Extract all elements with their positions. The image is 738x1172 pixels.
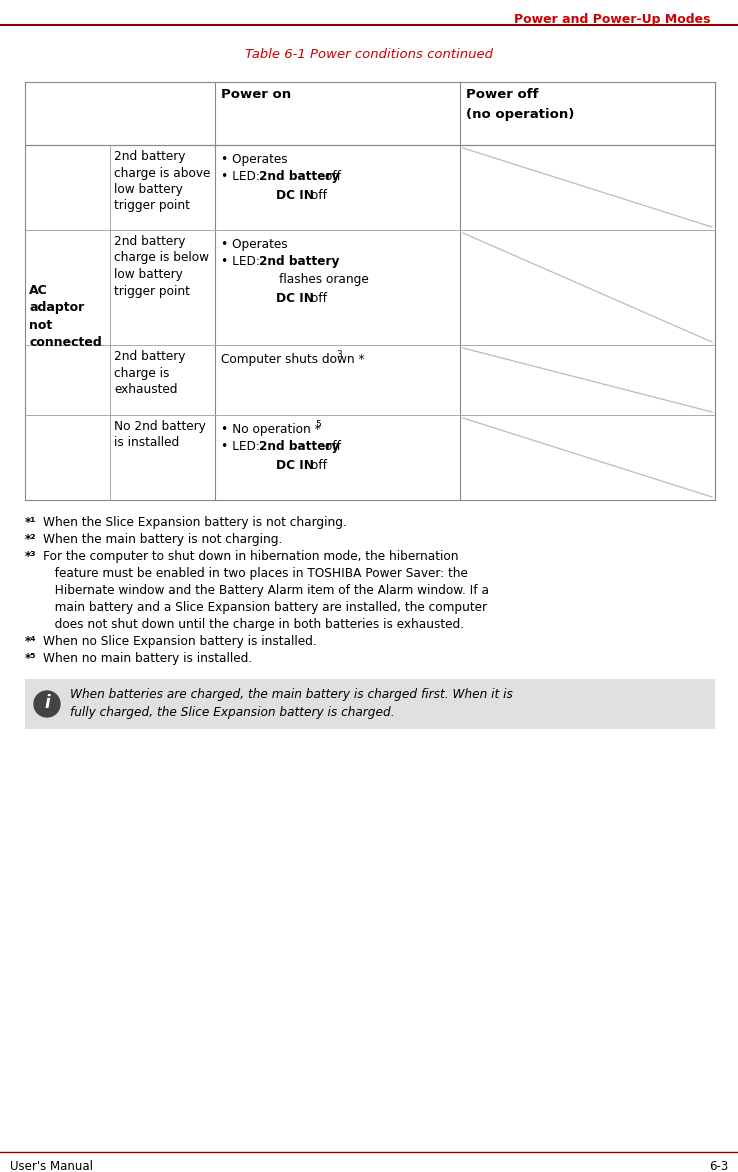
- Text: • LED:: • LED:: [221, 170, 263, 183]
- Text: 5: 5: [315, 420, 321, 429]
- Text: i: i: [44, 694, 50, 713]
- Text: 2nd battery: 2nd battery: [259, 440, 339, 454]
- Text: When no Slice Expansion battery is installed.: When no Slice Expansion battery is insta…: [43, 635, 317, 648]
- Text: When no main battery is installed.: When no main battery is installed.: [43, 652, 252, 665]
- Text: No 2nd battery
is installed: No 2nd battery is installed: [114, 420, 206, 450]
- Text: off: off: [307, 189, 327, 202]
- Text: When the main battery is not charging.: When the main battery is not charging.: [43, 533, 282, 546]
- Text: 2nd battery
charge is above
low battery
trigger point: 2nd battery charge is above low battery …: [114, 150, 210, 212]
- Text: *³: *³: [25, 550, 36, 563]
- Text: Power on: Power on: [221, 88, 291, 101]
- Text: (no operation): (no operation): [466, 108, 574, 121]
- Text: 2nd battery
charge is below
low battery
trigger point: 2nd battery charge is below low battery …: [114, 236, 209, 298]
- Text: 6-3: 6-3: [708, 1160, 728, 1172]
- Text: *⁴: *⁴: [25, 635, 37, 648]
- Text: feature must be enabled in two places in TOSHIBA Power Saver: the: feature must be enabled in two places in…: [43, 567, 468, 580]
- Text: 2nd battery
charge is
exhausted: 2nd battery charge is exhausted: [114, 350, 185, 396]
- Text: Computer shuts down *: Computer shuts down *: [221, 353, 365, 366]
- Text: flashes orange: flashes orange: [279, 273, 369, 286]
- Text: *¹: *¹: [25, 516, 36, 529]
- Text: does not shut down until the charge in both batteries is exhausted.: does not shut down until the charge in b…: [43, 618, 464, 631]
- Text: 3: 3: [336, 350, 342, 359]
- Text: off: off: [321, 170, 341, 183]
- Text: DC IN: DC IN: [276, 292, 314, 305]
- Text: • Operates: • Operates: [221, 154, 288, 166]
- Text: off: off: [321, 440, 341, 454]
- Circle shape: [34, 691, 60, 717]
- Text: Table 6-1 Power conditions continued: Table 6-1 Power conditions continued: [245, 48, 493, 61]
- Text: • Operates: • Operates: [221, 238, 288, 251]
- Text: User's Manual: User's Manual: [10, 1160, 93, 1172]
- Text: DC IN: DC IN: [276, 189, 314, 202]
- Text: main battery and a Slice Expansion battery are installed, the computer: main battery and a Slice Expansion batte…: [43, 601, 487, 614]
- Text: DC IN: DC IN: [276, 459, 314, 472]
- Text: When batteries are charged, the main battery is charged first. When it is
fully : When batteries are charged, the main bat…: [70, 688, 513, 718]
- Text: 2nd battery: 2nd battery: [259, 170, 339, 183]
- Text: Power and Power-Up Modes: Power and Power-Up Modes: [514, 13, 710, 26]
- Text: *⁵: *⁵: [25, 652, 36, 665]
- Bar: [25, 82, 715, 500]
- Text: Hibernate window and the Battery Alarm item of the Alarm window. If a: Hibernate window and the Battery Alarm i…: [43, 584, 489, 597]
- Text: off: off: [307, 459, 327, 472]
- Text: off: off: [307, 292, 327, 305]
- Text: For the computer to shut down in hibernation mode, the hibernation: For the computer to shut down in hiberna…: [43, 550, 458, 563]
- Text: • No operation *: • No operation *: [221, 423, 321, 436]
- Text: AC
adaptor
not
connected: AC adaptor not connected: [29, 284, 102, 349]
- Text: 2nd battery: 2nd battery: [259, 255, 339, 268]
- Bar: [25, 679, 715, 729]
- Text: • LED:: • LED:: [221, 255, 263, 268]
- Text: • LED:: • LED:: [221, 440, 263, 454]
- Text: When the Slice Expansion battery is not charging.: When the Slice Expansion battery is not …: [43, 516, 347, 529]
- Text: *²: *²: [25, 533, 36, 546]
- Text: Power off: Power off: [466, 88, 539, 101]
